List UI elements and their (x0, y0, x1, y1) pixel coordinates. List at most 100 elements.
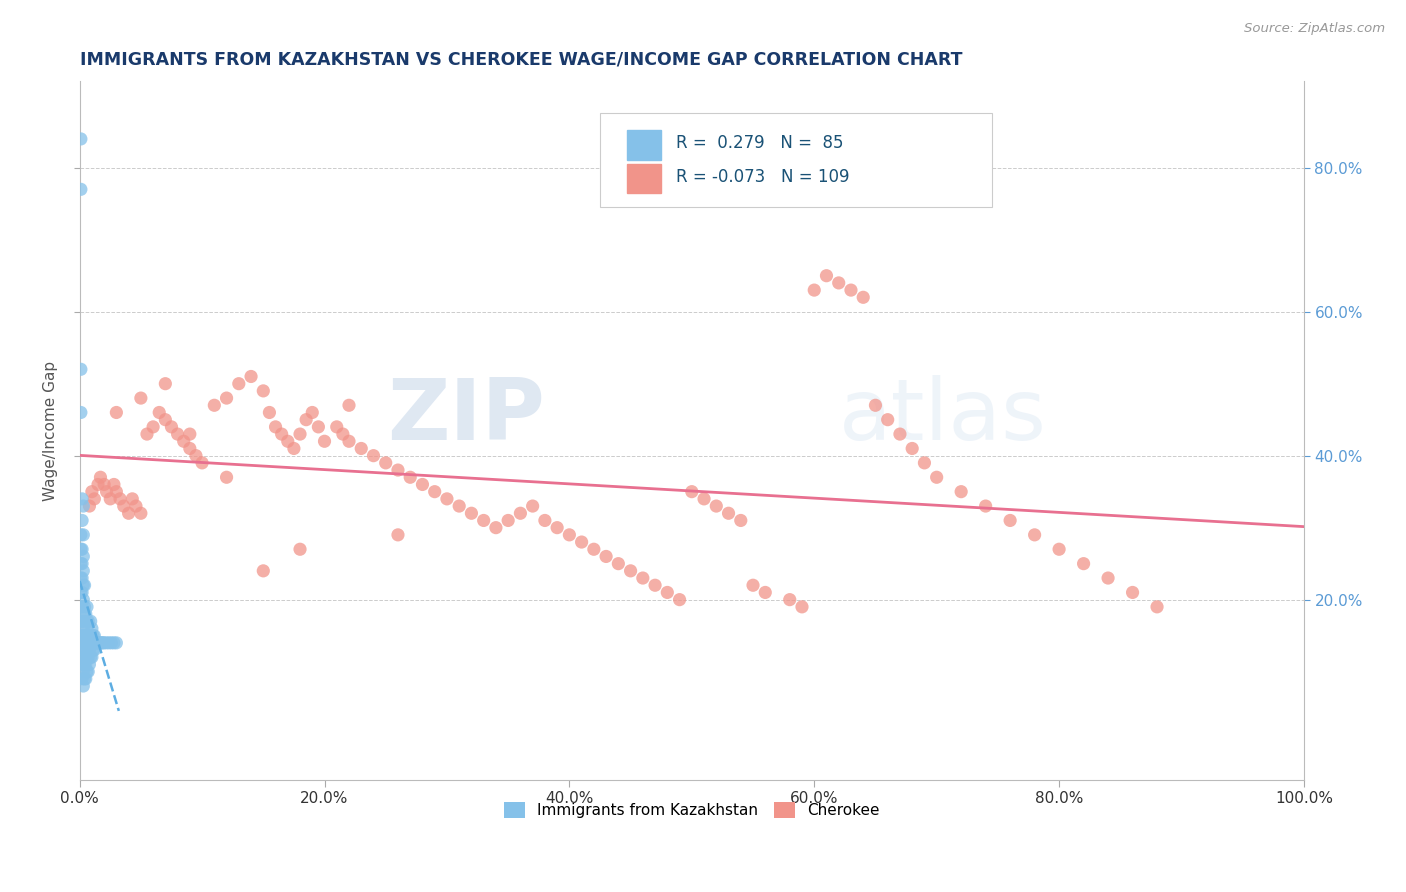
Point (228, 376, 250, 391)
Point (79, 614, 101, 628)
Point (142, 420, 165, 434)
Point (87, 636, 110, 650)
Point (93, 477, 115, 491)
Point (72, 564, 94, 578)
Point (96, 484, 118, 499)
Point (460, 506, 482, 520)
Point (72, 665, 94, 679)
Point (79, 499, 101, 513)
Point (77, 614, 100, 628)
Point (76, 650, 98, 665)
Point (70, 614, 93, 628)
Point (295, 412, 318, 426)
Legend: Immigrants from Kazakhstan, Cherokee: Immigrants from Kazakhstan, Cherokee (498, 797, 886, 824)
Point (89, 470, 111, 484)
Point (98, 636, 121, 650)
Point (76, 636, 98, 650)
Point (80, 622, 103, 636)
Point (730, 513, 752, 527)
Point (129, 391, 152, 405)
FancyBboxPatch shape (600, 112, 991, 207)
Point (387, 528, 409, 542)
Point (72, 636, 94, 650)
Point (79, 657, 101, 672)
Point (485, 521, 508, 535)
Point (105, 405, 128, 419)
Point (70, 585, 93, 599)
Point (80, 636, 103, 650)
Point (350, 442, 373, 456)
Point (1122, 585, 1144, 599)
Point (754, 585, 776, 599)
Point (70, 599, 93, 614)
Point (70, 585, 93, 599)
Point (631, 571, 654, 585)
Point (423, 484, 446, 499)
Point (70, 542, 93, 557)
Point (202, 398, 225, 412)
Point (75, 672, 97, 686)
Text: ZIP: ZIP (387, 375, 546, 458)
Point (742, 578, 765, 592)
Point (337, 398, 360, 412)
Point (259, 405, 281, 419)
Point (215, 391, 238, 405)
Point (803, 283, 825, 297)
Bar (627, 164, 661, 193)
Point (84, 636, 107, 650)
Text: Source: ZipAtlas.com: Source: ZipAtlas.com (1244, 22, 1385, 36)
Point (184, 449, 207, 463)
Point (72, 528, 94, 542)
Text: IMMIGRANTS FROM KAZAKHSTAN VS CHEROKEE WAGE/INCOME GAP CORRELATION CHART: IMMIGRANTS FROM KAZAKHSTAN VS CHEROKEE W… (80, 51, 962, 69)
Point (70, 599, 93, 614)
Point (301, 405, 323, 419)
Point (950, 484, 973, 499)
Point (72, 578, 94, 592)
Point (72, 549, 94, 564)
Point (496, 513, 519, 527)
Point (668, 592, 690, 607)
Point (288, 542, 311, 557)
Point (96, 636, 118, 650)
Point (240, 369, 263, 384)
Point (89, 636, 111, 650)
Point (70, 636, 93, 650)
Point (148, 405, 170, 419)
Point (1024, 528, 1046, 542)
Text: R = -0.073   N = 109: R = -0.073 N = 109 (676, 168, 849, 186)
Point (73, 657, 96, 672)
Point (80, 484, 103, 499)
Point (277, 434, 299, 449)
Point (595, 549, 617, 564)
Point (657, 585, 679, 599)
Point (72, 592, 94, 607)
Point (70, 362, 93, 376)
Point (270, 427, 292, 442)
Point (215, 470, 238, 484)
Text: atlas: atlas (839, 375, 1046, 458)
Point (75, 629, 97, 643)
Point (117, 506, 139, 520)
Text: R =  0.279   N =  85: R = 0.279 N = 85 (676, 135, 844, 153)
Point (252, 564, 274, 578)
Point (125, 499, 148, 513)
Point (75, 643, 97, 657)
Point (288, 427, 311, 442)
Point (70, 132, 93, 146)
Point (83, 491, 105, 506)
Point (73, 643, 96, 657)
Point (436, 491, 458, 506)
Point (121, 491, 143, 506)
Point (83, 643, 105, 657)
Point (80, 650, 103, 665)
Point (73, 614, 96, 628)
Point (75, 657, 97, 672)
Point (77, 636, 100, 650)
Point (70, 528, 93, 542)
Point (79, 636, 101, 650)
Y-axis label: Wage/Income Gap: Wage/Income Gap (44, 360, 58, 500)
Point (72, 622, 94, 636)
Point (374, 456, 396, 470)
Point (89, 636, 111, 650)
Point (901, 442, 924, 456)
